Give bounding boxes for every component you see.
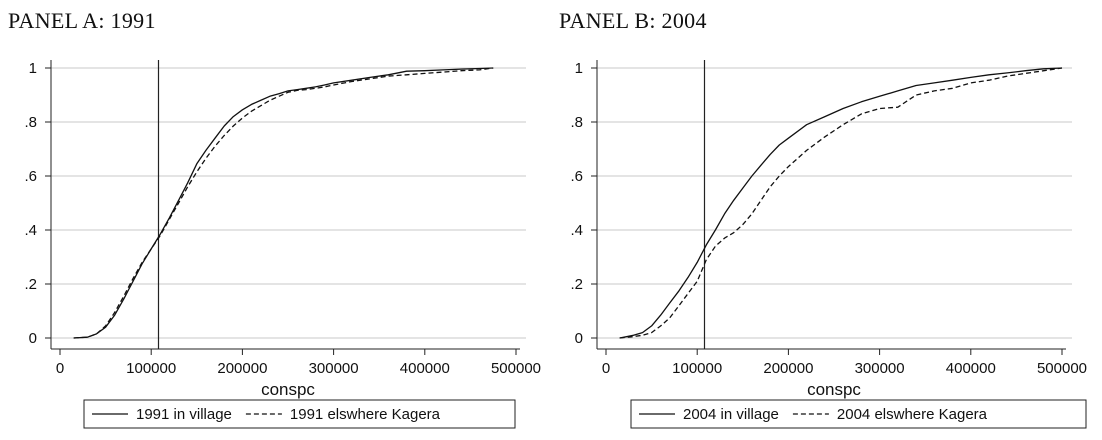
panel-a-title: PANEL A: 1991 bbox=[8, 8, 156, 33]
panel-b-y-tick-label: 0 bbox=[575, 330, 583, 347]
panel-a-legend-label-elsewhere: 1991 elswhere Kagera bbox=[290, 406, 441, 423]
panel-b-x-tick-label: 100000 bbox=[672, 360, 722, 377]
panel-b-x-tick-label: 200000 bbox=[763, 360, 813, 377]
panel-a-x-tick-label: 300000 bbox=[309, 360, 359, 377]
panel-b-x-tick-label: 0 bbox=[602, 360, 610, 377]
panel-b-y-tick-label: .6 bbox=[570, 168, 583, 185]
panel-a-x-tick-label: 500000 bbox=[491, 360, 541, 377]
panel-a-legend-box bbox=[83, 399, 516, 429]
panel-a-plot: 0 .2 .4 .6 .8 1 0 100000 200000 300000 400000 50000… bbox=[24, 60, 541, 429]
panel-a-y-tick-label: .6 bbox=[24, 168, 37, 185]
panel-a-legend-label-village: 1991 in village bbox=[136, 406, 232, 423]
panel-b-legend-label-village: 2004 in village bbox=[683, 406, 779, 423]
panel-a-x-tick-label: 100000 bbox=[126, 360, 176, 377]
panel-a-y-tick-label: 0 bbox=[29, 330, 37, 347]
panel-a-legend: 1991 in village 1991 elswhere Kagera bbox=[83, 399, 516, 429]
panel-a-series-village-line bbox=[73, 67, 494, 339]
panel-b-x-tick-label: 300000 bbox=[855, 360, 905, 377]
panel-b-legend: 2004 in village 2004 elswhere Kagera bbox=[630, 399, 1087, 429]
panel-b-legend-label-elsewhere: 2004 elswhere Kagera bbox=[837, 406, 988, 423]
panel-b-x-tick-label: 500000 bbox=[1037, 360, 1087, 377]
panel-b-legend-box bbox=[630, 399, 1087, 429]
panel-b-x-axis-label: conspc bbox=[807, 380, 861, 399]
panel-a-y-tick-label: 1 bbox=[29, 60, 37, 77]
panel-b-series-village-line bbox=[619, 67, 1063, 339]
panel-b-series-elsewhere-line bbox=[619, 67, 1063, 339]
panel-b-y-tick-label: 1 bbox=[575, 60, 583, 77]
panel-b-title: PANEL B: 2004 bbox=[559, 8, 707, 33]
panel-a-series-elsewhere-line bbox=[73, 67, 494, 339]
panel-b-plot: 0 .2 .4 .6 .8 1 0 100000 200000 300000 400000 50000… bbox=[570, 60, 1087, 429]
panel-a-y-tick-label: .2 bbox=[24, 276, 37, 293]
panel-a-x-tick-label: 0 bbox=[56, 360, 64, 377]
panel-b-x-tick-label: 400000 bbox=[946, 360, 996, 377]
panel-b-y-tick-label: .8 bbox=[570, 114, 583, 131]
panel-a-x-axis-label: conspc bbox=[261, 380, 315, 399]
panel-a-y-tick-label: .4 bbox=[24, 222, 37, 239]
panel-b-y-tick-label: .4 bbox=[570, 222, 583, 239]
panel-a-x-tick-label: 200000 bbox=[217, 360, 267, 377]
panel-a-x-tick-label: 400000 bbox=[400, 360, 450, 377]
panel-a-y-tick-label: .8 bbox=[24, 114, 37, 131]
panel-b-y-tick-label: .2 bbox=[570, 276, 583, 293]
